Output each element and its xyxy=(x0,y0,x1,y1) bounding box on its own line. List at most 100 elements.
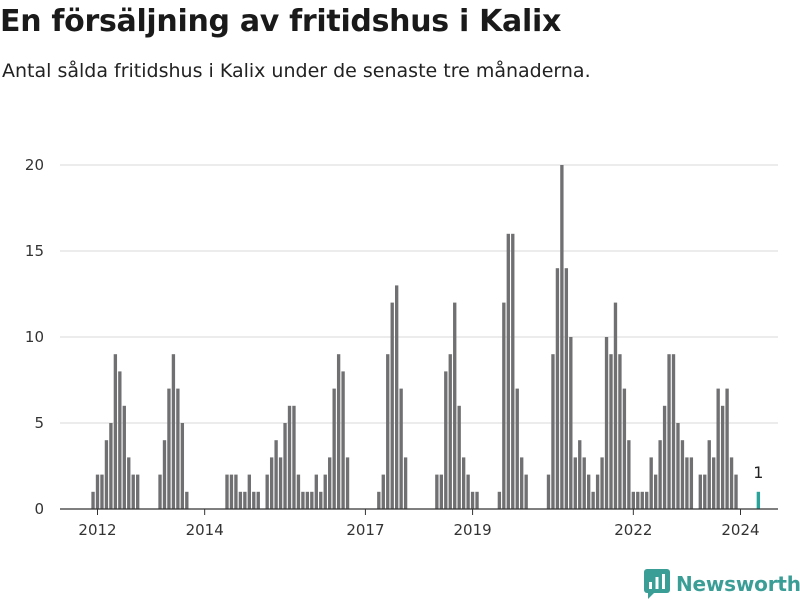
y-tick-label: 5 xyxy=(34,414,44,432)
bar xyxy=(725,388,729,509)
bar xyxy=(560,165,564,509)
bar xyxy=(109,423,113,509)
bar xyxy=(649,457,653,509)
bar xyxy=(676,423,680,509)
bar xyxy=(667,354,671,509)
bar xyxy=(497,491,502,509)
bar xyxy=(466,474,470,509)
y-tick-label: 20 xyxy=(25,156,44,174)
bar xyxy=(229,474,234,509)
bar xyxy=(631,491,636,509)
bar xyxy=(314,474,318,509)
bar xyxy=(136,474,140,509)
bar xyxy=(171,354,176,509)
bar xyxy=(573,457,577,509)
bar xyxy=(515,388,519,509)
bar xyxy=(158,474,162,509)
bar xyxy=(703,474,707,509)
bar xyxy=(269,457,274,509)
bar xyxy=(180,423,185,509)
x-tick-label: 2014 xyxy=(186,521,224,539)
bar xyxy=(95,474,100,509)
bar xyxy=(636,491,640,509)
bar xyxy=(332,388,336,509)
y-axis-ticks: 0 5 10 15 20 xyxy=(25,156,44,518)
bar xyxy=(569,337,573,509)
bar xyxy=(310,491,314,509)
bar xyxy=(645,491,649,509)
bar xyxy=(118,371,122,509)
chart-title: En försäljning av fritidshus i Kalix xyxy=(0,4,562,39)
bar xyxy=(591,491,595,509)
bar xyxy=(520,457,524,509)
brand-logo: Newsworthy xyxy=(644,569,800,599)
bar xyxy=(502,302,506,509)
bar xyxy=(627,440,631,509)
bar xyxy=(448,354,452,509)
bar xyxy=(689,457,694,509)
bar xyxy=(345,457,350,509)
bar xyxy=(122,405,126,509)
bar xyxy=(461,457,466,509)
bar xyxy=(582,457,586,509)
bar xyxy=(403,457,408,509)
bar xyxy=(439,474,444,509)
bar xyxy=(729,457,734,509)
bar xyxy=(104,440,109,509)
bar xyxy=(127,457,131,509)
bar xyxy=(377,491,381,509)
bar xyxy=(234,474,238,509)
bar xyxy=(225,474,229,509)
highlight-bar xyxy=(756,491,761,509)
bar xyxy=(176,388,180,509)
bar xyxy=(287,405,292,509)
last-value-annotation: 1 xyxy=(753,463,763,482)
bars xyxy=(91,165,761,510)
x-tick-label: 2017 xyxy=(346,521,384,539)
bar xyxy=(247,474,251,509)
chart-subtitle: Antal sålda fritidshus i Kalix under de … xyxy=(2,60,591,82)
bar xyxy=(319,491,323,509)
bar xyxy=(91,491,95,509)
bar xyxy=(399,388,403,509)
bar xyxy=(587,474,591,509)
bar xyxy=(555,268,560,509)
bar xyxy=(243,491,247,509)
x-tick-label: 2024 xyxy=(721,521,759,539)
bar xyxy=(511,233,515,510)
bar xyxy=(292,405,296,509)
bar xyxy=(323,474,327,509)
bar xyxy=(506,233,510,510)
bar xyxy=(712,457,716,509)
bar xyxy=(671,354,676,509)
bar xyxy=(162,440,167,509)
bar xyxy=(658,440,662,509)
y-tick-label: 15 xyxy=(25,242,44,260)
bar xyxy=(238,491,243,509)
bar xyxy=(707,440,711,509)
bar xyxy=(680,440,685,509)
bar xyxy=(296,474,301,509)
bar xyxy=(435,474,439,509)
bar xyxy=(734,474,738,509)
bar xyxy=(453,302,457,509)
bar xyxy=(564,268,569,509)
bar xyxy=(524,474,528,509)
bar xyxy=(622,388,627,509)
y-tick-label: 0 xyxy=(34,500,44,518)
bar xyxy=(640,491,644,509)
bar xyxy=(716,388,720,509)
bar xyxy=(167,388,171,509)
bar xyxy=(475,491,479,509)
bar xyxy=(113,354,118,509)
x-axis-ticks: 2012 2014 2017 2019 2022 2024 xyxy=(78,509,760,539)
bar xyxy=(283,423,287,509)
bar xyxy=(336,354,341,509)
bar xyxy=(265,474,269,509)
bar xyxy=(386,354,390,509)
bar xyxy=(604,337,609,509)
grid-lines xyxy=(60,164,778,424)
bar xyxy=(618,354,622,509)
bar xyxy=(613,302,618,509)
